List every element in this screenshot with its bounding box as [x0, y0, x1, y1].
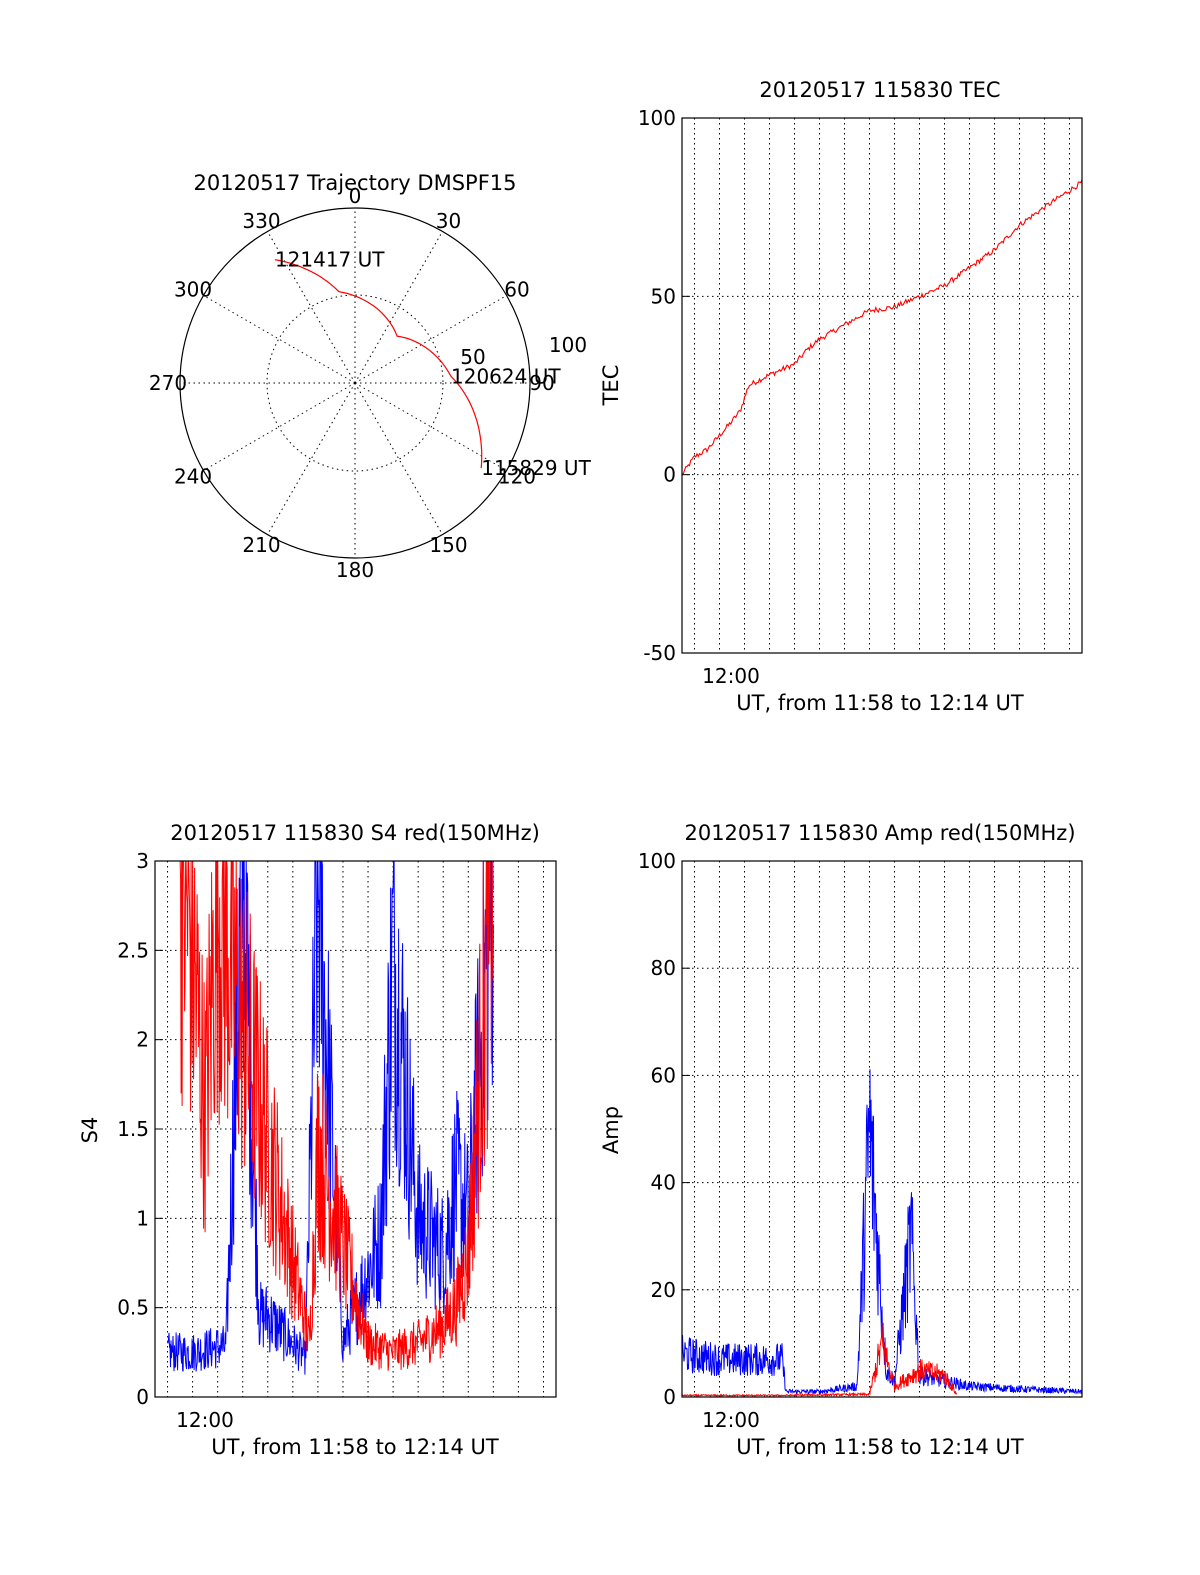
- y-tick-label: 2: [136, 1028, 149, 1052]
- s4-chart: 20120517 115830 S4 red(150MHz) 0 0.5 1 1.5 2…: [78, 821, 557, 1459]
- polar-angle-label: 150: [429, 533, 467, 557]
- s4-title: 20120517 115830 S4 red(150MHz): [170, 821, 540, 845]
- polar-spoke: [267, 231, 356, 384]
- y-tick-label: 100: [638, 849, 676, 873]
- polar-spoke: [267, 382, 356, 535]
- trajectory-time-label: 121417 UT: [275, 248, 385, 272]
- y-tick-label: 100: [638, 106, 676, 130]
- s4-yticks: 0 0.5 1 1.5 2 2.5 3: [117, 849, 163, 1409]
- y-tick-label: 50: [651, 284, 676, 308]
- polar-spoke: [354, 382, 443, 535]
- amp-xlabel: UT, from 11:58 to 12:14 UT: [736, 1435, 1024, 1459]
- y-tick-label: 3: [136, 849, 149, 873]
- s4-xtick-label: 12:00: [176, 1408, 234, 1432]
- polar-angle-label: 240: [174, 465, 212, 489]
- series-line: [681, 1322, 958, 1398]
- polar-angle-label: 90: [529, 371, 554, 395]
- polar-angle-label: 60: [504, 278, 529, 302]
- trajectory-line: [274, 259, 483, 469]
- polar-radius-labels: 50 100: [460, 333, 587, 369]
- amp-grid: [682, 861, 1082, 1397]
- tec-ylabel: TEC: [599, 365, 623, 407]
- amp-title: 20120517 115830 Amp red(150MHz): [684, 821, 1075, 845]
- trajectory-time-labels: 121417 UT 120624 UT 115829 UT: [275, 248, 592, 480]
- polar-angle-label: 210: [242, 533, 280, 557]
- polar-angle-label: 300: [174, 278, 212, 302]
- polar-spoke: [203, 295, 356, 384]
- s4-ylabel: S4: [78, 1117, 102, 1144]
- polar-angle-label: 0: [349, 184, 362, 208]
- s4-series: [167, 860, 494, 1375]
- y-tick-label: -50: [643, 641, 676, 665]
- tec-series: [681, 179, 1083, 475]
- tec-chart: 20120517 115830 TEC -50 0 50 100 12:00 UT, …: [599, 78, 1083, 715]
- amp-ylabel: Amp: [599, 1106, 623, 1154]
- y-tick-label: 20: [651, 1278, 676, 1302]
- polar-angle-label: 180: [336, 558, 374, 582]
- amp-plot-frame: [681, 860, 1083, 1398]
- trajectory-time-label: 115829 UT: [481, 456, 591, 480]
- tec-title: 20120517 115830 TEC: [759, 78, 1000, 102]
- polar-radius-label: 50: [460, 345, 485, 369]
- polar-angle-label: 330: [242, 209, 280, 233]
- amp-yticks: 0 20 40 60 80 100: [638, 849, 690, 1409]
- tec-plot-frame: [681, 117, 1083, 654]
- polar-spoke: [354, 295, 507, 384]
- y-tick-label: 60: [651, 1063, 676, 1087]
- polar-trajectory-chart: 20120517 Trajectory DMSPF15 0 30 60 90 120 15…: [149, 171, 592, 582]
- polar-spoke: [354, 231, 443, 384]
- tec-grid: [682, 118, 1082, 653]
- y-tick-label: 1: [136, 1206, 149, 1230]
- s4-xlabel: UT, from 11:58 to 12:14 UT: [211, 1435, 499, 1459]
- amp-chart: 20120517 115830 Amp red(150MHz) 0 20 40 60 8…: [599, 821, 1083, 1459]
- polar-angle-labels: 0 30 60 90 120 150 180 210 240 270 300 330: [149, 184, 555, 582]
- polar-title: 20120517 Trajectory DMSPF15: [193, 171, 516, 195]
- y-tick-label: 0.5: [117, 1296, 149, 1320]
- polar-radius-label: 100: [549, 333, 587, 357]
- polar-spoke: [203, 382, 356, 471]
- y-tick-label: 80: [651, 956, 676, 980]
- polar-angle-label: 270: [149, 371, 187, 395]
- tec-xlabel: UT, from 11:58 to 12:14 UT: [736, 691, 1024, 715]
- polar-angle-label: 120: [498, 465, 536, 489]
- polar-outer-circle: [179, 207, 531, 559]
- series-line: [681, 1069, 1083, 1395]
- polar-angle-label: 30: [436, 209, 461, 233]
- y-tick-label: 0: [136, 1385, 149, 1409]
- amp-xtick-label: 12:00: [702, 1408, 760, 1432]
- tec-xtick-label: 12:00: [702, 664, 760, 688]
- amp-series: [681, 1069, 1083, 1398]
- series-line: [681, 179, 1083, 475]
- trajectory-time-label: 120624 UT: [451, 364, 561, 388]
- y-tick-label: 40: [651, 1171, 676, 1195]
- y-tick-label: 0: [663, 1385, 676, 1409]
- s4-plot-frame: [154, 860, 557, 1398]
- tec-yticks: -50 0 50 100: [638, 106, 690, 665]
- polar-inner-circle: [266, 294, 444, 472]
- y-tick-label: 0: [663, 463, 676, 487]
- y-tick-label: 1.5: [117, 1117, 149, 1141]
- y-tick-label: 2.5: [117, 938, 149, 962]
